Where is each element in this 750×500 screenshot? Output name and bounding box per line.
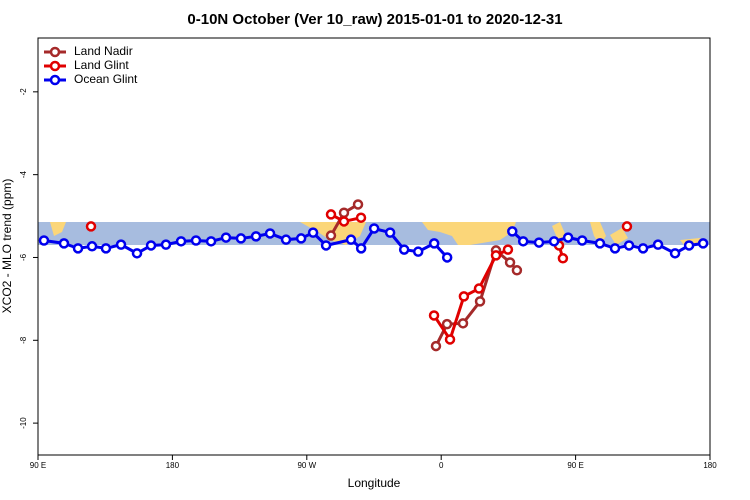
data-point: [86, 241, 98, 252]
land: [552, 222, 566, 240]
data-point: [355, 243, 367, 254]
data-point: [621, 221, 633, 232]
y-tick-label: -6: [19, 253, 28, 261]
data-point: [205, 236, 217, 247]
data-point: [100, 243, 112, 254]
data-point: [355, 212, 367, 223]
data-point: [264, 228, 276, 239]
data-point: [504, 257, 516, 268]
x-tick-label: 90 W: [297, 461, 316, 470]
data-point: [502, 244, 514, 255]
legend-label: Ocean Glint: [74, 72, 138, 86]
data-point: [295, 233, 307, 244]
data-point: [115, 239, 127, 250]
data-point: [490, 250, 502, 261]
data-point: [511, 265, 523, 276]
data-point: [609, 243, 621, 254]
data-point: [325, 209, 337, 220]
data-point: [473, 283, 485, 294]
data-point: [160, 239, 172, 250]
data-point: [557, 253, 569, 264]
data-point: [398, 244, 410, 255]
data-point: [384, 227, 396, 238]
data-point: [562, 232, 574, 243]
data-point: [190, 235, 202, 246]
x-tick-label: 90 E: [30, 461, 46, 470]
data-point: [441, 252, 453, 263]
data-point: [507, 226, 518, 237]
legend-marker: [49, 74, 61, 86]
data-point: [145, 240, 157, 251]
y-tick-label: -10: [19, 417, 28, 429]
data-point: [345, 234, 357, 245]
data-point: [280, 234, 292, 245]
data-point: [576, 235, 588, 246]
data-point: [368, 223, 380, 234]
data-point: [548, 236, 560, 247]
x-axis-label: Longitude: [348, 476, 401, 490]
land: [422, 222, 516, 245]
legend-marker: [49, 46, 61, 58]
data-point: [320, 240, 332, 251]
x-tick-label: 90 E: [567, 461, 583, 470]
x-tick-label: 0: [439, 461, 444, 470]
data-point: [58, 238, 70, 249]
plot-frame: [37, 37, 711, 456]
data-point: [72, 243, 84, 254]
data-point: [669, 248, 681, 259]
data-point: [131, 248, 143, 259]
data-point: [352, 199, 364, 210]
data-point: [428, 238, 440, 249]
data-point: [623, 240, 635, 251]
land: [610, 228, 628, 245]
data-point: [338, 216, 350, 227]
x-tick-label: 180: [166, 461, 180, 470]
data-point: [474, 296, 486, 307]
legend-label: Land Glint: [74, 58, 129, 72]
y-tick-label: -4: [19, 171, 28, 179]
data-point: [85, 221, 97, 232]
data-point: [517, 236, 529, 247]
y-axis-label: XCO2 - MLO trend (ppm): [0, 179, 14, 314]
data-point: [594, 238, 606, 249]
data-point: [430, 340, 442, 352]
chart-title: 0-10N October (Ver 10_raw) 2015-01-01 to…: [187, 11, 562, 28]
land: [50, 222, 66, 236]
data-point: [533, 237, 545, 248]
data-point: [338, 207, 350, 219]
data-point: [220, 232, 232, 243]
data-point: [412, 246, 424, 257]
data-point: [637, 243, 649, 254]
data-point: [683, 240, 695, 251]
data-point: [457, 318, 469, 329]
y-tick-label: -2: [19, 88, 28, 96]
y-tick-label: -8: [19, 336, 28, 344]
data-point: [441, 318, 453, 330]
data-point: [428, 310, 440, 321]
data-point: [250, 231, 262, 242]
data-point: [325, 230, 337, 241]
data-point: [458, 291, 470, 302]
legend-label: Land Nadir: [74, 44, 133, 58]
data-point: [697, 238, 709, 249]
x-tick-label: 180: [703, 461, 717, 470]
legend-marker: [49, 60, 61, 72]
data-point: [235, 233, 247, 244]
data-point: [652, 239, 664, 250]
data-point: [307, 227, 319, 238]
data-point: [175, 236, 187, 247]
data-point: [38, 235, 50, 246]
data-point: [444, 334, 456, 345]
